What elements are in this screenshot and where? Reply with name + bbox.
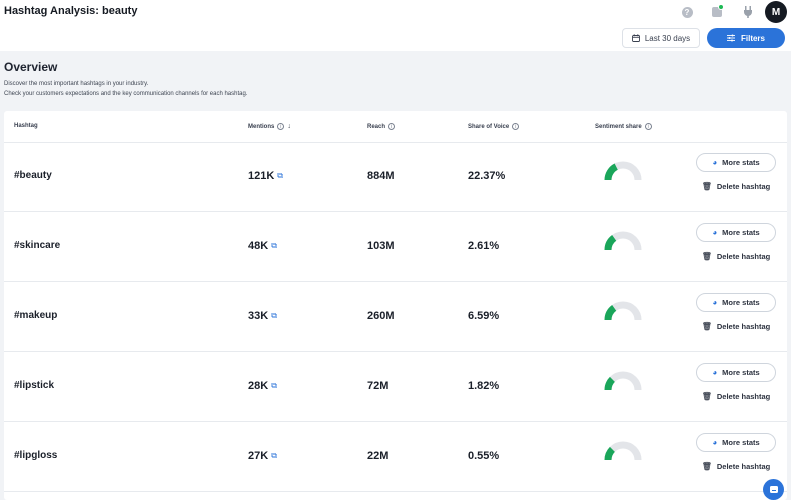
share-of-voice-value: 22.37% — [468, 170, 506, 182]
reach-value: 103M — [367, 240, 395, 252]
calendar-icon — [631, 34, 640, 42]
gauge-positive-arc — [604, 235, 617, 251]
header-divider — [4, 142, 787, 143]
column-header-sentiment: Sentiment share i — [595, 123, 652, 130]
more-stats-button[interactable]: ◕ More stats — [696, 363, 776, 382]
external-link-icon[interactable]: ⧉ — [277, 171, 284, 180]
gauge-positive-arc — [604, 305, 617, 321]
mentions-value[interactable]: 33K ⧉ — [248, 310, 277, 322]
info-icon[interactable]: i — [512, 123, 520, 130]
column-header-hashtag: Hashtag — [14, 123, 38, 129]
gauge-positive-arc — [604, 376, 616, 391]
pie-chart-icon: ◕ — [712, 368, 718, 377]
help-glyph: ? — [681, 6, 693, 18]
reach-value: 72M — [367, 380, 389, 392]
sentiment-gauge — [604, 301, 642, 321]
sliders-icon — [726, 34, 735, 42]
top-bar: Hashtag Analysis: beauty ? M — [0, 0, 791, 25]
trash-icon: 🗑 — [701, 182, 712, 191]
info-icon[interactable]: i — [644, 123, 652, 130]
delete-hashtag-button[interactable]: 🗑 Delete hashtag — [696, 177, 776, 196]
trash-icon: 🗑 — [701, 462, 712, 471]
more-stats-button[interactable]: ◕ More stats — [696, 223, 776, 242]
hashtag-name: #lipgloss — [14, 450, 58, 461]
help-icon[interactable]: ? — [679, 4, 695, 20]
hashtag-name: #lipstick — [14, 380, 55, 391]
external-link-icon[interactable]: ⧉ — [271, 381, 277, 390]
reach-value: 22M — [367, 450, 389, 462]
section-title: Overview — [4, 60, 58, 74]
table-row: #makeup 33K ⧉ 260M 6.59% ◕ More stats 🗑 Del… — [4, 282, 787, 352]
table-row: #beauty 121K ⧉ 884M 22.37% ◕ More stats 🗑 D… — [4, 142, 787, 212]
info-icon[interactable]: i — [388, 123, 396, 130]
filters-button[interactable]: Filters — [707, 28, 785, 48]
delete-hashtag-button[interactable]: 🗑 Delete hashtag — [696, 387, 776, 406]
share-of-voice-value: 2.61% — [468, 240, 500, 252]
sentiment-gauge — [604, 371, 642, 391]
integrations-plug-icon[interactable] — [740, 4, 756, 20]
notifications-icon[interactable] — [709, 4, 725, 20]
section-description-2: Check your customers expectations and th… — [4, 91, 248, 97]
delete-hashtag-button[interactable]: 🗑 Delete hashtag — [696, 247, 776, 266]
more-stats-button[interactable]: ◕ More stats — [696, 293, 776, 312]
mentions-value[interactable]: 28K ⧉ — [248, 380, 277, 392]
pie-chart-icon: ◕ — [712, 228, 718, 237]
share-of-voice-value: 0.55% — [468, 450, 500, 462]
hashtag-name: #beauty — [14, 170, 52, 181]
table-row: #lipgloss 27K ⧉ 22M 0.55% ◕ More stats 🗑 De… — [4, 422, 787, 492]
page-title: Hashtag Analysis: beauty — [4, 5, 138, 17]
more-stats-button[interactable]: ◕ More stats — [696, 153, 776, 172]
user-avatar[interactable]: M — [765, 1, 787, 23]
section-description: Discover the most important hashtags in … — [4, 81, 149, 87]
delete-hashtag-button[interactable]: 🗑 Delete hashtag — [696, 317, 776, 336]
table-row: #lipstick 28K ⧉ 72M 1.82% ◕ More stats 🗑 De… — [4, 352, 787, 422]
toolbar: Last 30 days Filters — [0, 25, 791, 51]
notification-badge — [718, 4, 724, 10]
info-icon[interactable]: i — [277, 123, 285, 130]
reach-value: 884M — [367, 170, 395, 182]
delete-hashtag-button[interactable]: 🗑 Delete hashtag — [696, 457, 776, 476]
pie-chart-icon: ◕ — [712, 298, 718, 307]
sentiment-gauge — [604, 441, 642, 461]
reach-value: 260M — [367, 310, 395, 322]
mentions-value[interactable]: 121K ⧉ — [248, 170, 284, 182]
more-stats-button[interactable]: ◕ More stats — [696, 433, 776, 452]
share-of-voice-value: 1.82% — [468, 380, 500, 392]
hashtag-table: Hashtag Mentions i ↓ Reach i Share of Voice… — [4, 111, 787, 500]
chat-icon — [769, 485, 778, 493]
external-link-icon[interactable]: ⧉ — [271, 241, 277, 250]
sentiment-gauge — [604, 161, 642, 181]
sentiment-gauge — [604, 231, 642, 251]
external-link-icon[interactable]: ⧉ — [271, 451, 277, 460]
pie-chart-icon: ◕ — [712, 158, 718, 167]
trash-icon: 🗑 — [701, 392, 712, 401]
pie-chart-icon: ◕ — [712, 438, 718, 447]
chat-support-button[interactable] — [763, 479, 784, 500]
column-header-reach: Reach i — [367, 123, 396, 130]
date-range-button[interactable]: Last 30 days — [622, 28, 700, 48]
share-of-voice-value: 6.59% — [468, 310, 500, 322]
mentions-value[interactable]: 27K ⧉ — [248, 450, 277, 462]
trash-icon: 🗑 — [701, 322, 712, 331]
mentions-value[interactable]: 48K ⧉ — [248, 240, 277, 252]
date-range-label: Last 30 days — [644, 33, 691, 43]
filters-label: Filters — [740, 33, 765, 43]
column-header-mentions[interactable]: Mentions i ↓ — [248, 123, 291, 130]
gauge-positive-arc — [604, 163, 619, 181]
trash-icon: 🗑 — [701, 252, 712, 261]
column-header-share-of-voice: Share of Voice i — [468, 123, 520, 130]
external-link-icon[interactable]: ⧉ — [271, 311, 277, 320]
hashtag-name: #makeup — [14, 310, 58, 321]
table-row: #skincare 48K ⧉ 103M 2.61% ◕ More stats 🗑 D… — [4, 212, 787, 282]
hashtag-name: #skincare — [14, 240, 61, 251]
sort-desc-icon[interactable]: ↓ — [287, 123, 291, 130]
gauge-positive-arc — [604, 446, 616, 461]
